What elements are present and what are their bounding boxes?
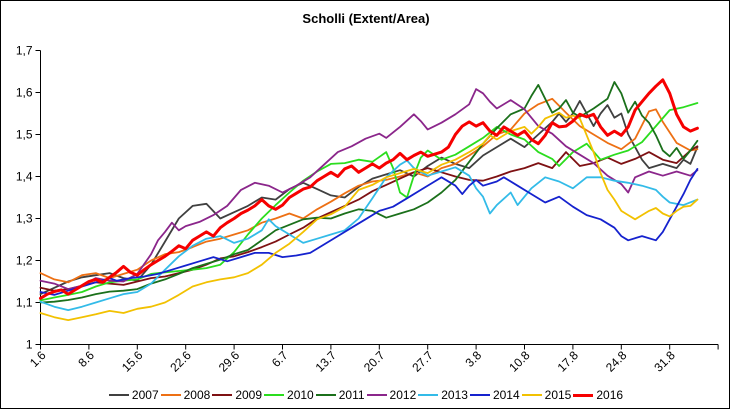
- legend-line-swatch: [160, 394, 181, 396]
- x-tick-label: 8.6: [75, 348, 97, 370]
- legend-item-2016: 2016: [573, 388, 623, 402]
- series-line-2011: [39, 81, 699, 304]
- legend-label: 2016: [596, 388, 624, 402]
- legend-item-2013: 2013: [418, 388, 468, 402]
- series-line-2015: [39, 111, 699, 322]
- x-tick-label: 29.6: [216, 348, 243, 375]
- x-tick-label: 15.6: [119, 348, 146, 375]
- y-tick-label: 1: [26, 338, 33, 352]
- x-tick-label: 3.8: [463, 348, 485, 370]
- x-tick-label: 24.8: [603, 348, 630, 375]
- legend-line-swatch: [418, 394, 439, 396]
- legend-label: 2012: [389, 388, 417, 402]
- x-tick-label: 27.7: [409, 348, 436, 375]
- series-line-2014: [39, 167, 699, 296]
- legend-line-swatch: [315, 394, 336, 396]
- y-tick-label: 1,1: [16, 296, 33, 310]
- y-tick-label: 1,6: [16, 86, 33, 100]
- legend-line-swatch: [573, 393, 594, 397]
- legend-line-swatch: [366, 394, 387, 396]
- legend-line-swatch: [521, 394, 542, 396]
- legend-item-2008: 2008: [160, 388, 211, 402]
- x-tick-label: 20.7: [361, 348, 388, 375]
- legend-label: 2008: [183, 388, 211, 402]
- legend-label: 2007: [131, 388, 159, 402]
- legend-label: 2014: [492, 388, 520, 402]
- legend-label: 2011: [338, 388, 365, 402]
- x-tick-label: 13.7: [313, 348, 340, 375]
- legend-item-2012: 2012: [366, 388, 417, 402]
- legend-label: 2015: [544, 388, 572, 402]
- y-tick-label: 1,7: [16, 44, 33, 58]
- legend-label: 2009: [235, 388, 263, 402]
- y-tick-label: 1,3: [16, 212, 33, 226]
- legend-line-swatch: [108, 394, 129, 396]
- legend-line-swatch: [264, 394, 285, 396]
- y-tick-label: 1,5: [16, 128, 33, 142]
- x-tick-label: 10.8: [506, 348, 533, 375]
- y-tick-label: 1,2: [16, 254, 33, 268]
- series-line-2012: [39, 88, 699, 291]
- legend-item-2015: 2015: [521, 388, 572, 402]
- legend-item-2010: 2010: [264, 388, 314, 402]
- series-line-2016: [39, 78, 699, 300]
- legend-label: 2013: [441, 388, 468, 402]
- series-line-2007: [39, 100, 699, 296]
- legend-label: 2010: [287, 388, 314, 402]
- legend-item-2009: 2009: [212, 388, 262, 402]
- legend-item-2014: 2014: [469, 388, 520, 402]
- chart-title: Scholli (Extent/Area): [302, 11, 430, 26]
- legend-line-swatch: [469, 394, 490, 396]
- x-tick-label: 17.8: [555, 348, 582, 375]
- legend-line-swatch: [212, 394, 233, 396]
- legend: 2007 2008 2009 2010 2011 2012 2013 2014 2015 2016: [1, 388, 729, 402]
- legend-item-2011: 2011: [315, 388, 365, 402]
- x-tick-label: 6.7: [269, 348, 291, 370]
- x-tick-label: 22.6: [167, 348, 194, 375]
- y-tick-label: 1,4: [16, 170, 33, 184]
- x-tick-label: 31.8: [651, 348, 678, 375]
- legend-item-2007: 2007: [108, 388, 159, 402]
